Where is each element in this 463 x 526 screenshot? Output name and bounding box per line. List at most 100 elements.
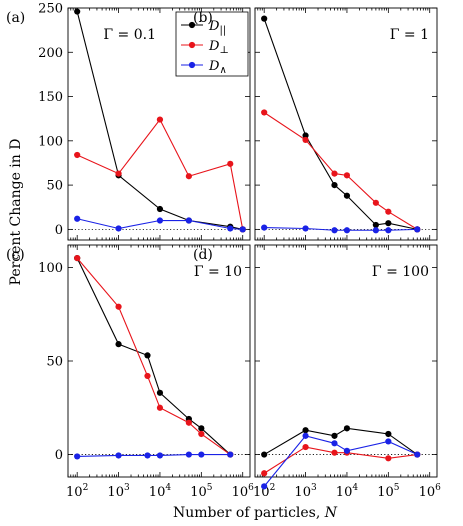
panels: 0 50 100 150 200 250 (a) Γ = 0.1 D|| D⊥ D∧ (b) Γ = 1… [6,2,441,501]
series-parallel [74,254,234,458]
data-point-wedge [227,225,234,232]
data-point-parallel [385,430,392,438]
panel-frame [67,7,251,241]
panel-d: 102 103 104 105 106(d)Γ = 100 [193,244,442,500]
series-wedge [74,451,234,460]
data-point-perp [156,404,164,411]
data-point-wedge [156,452,164,459]
data-point-parallel [156,389,164,396]
data-point-perp [115,303,122,310]
data-point-wedge [74,215,81,222]
data-point-wedge [185,217,192,224]
panel-b: (b) Γ = 1 [193,7,438,241]
data-point-perp [372,199,379,206]
data-point-perp [331,449,338,456]
legend-label: D|| [208,19,226,36]
data-point-wedge [239,226,246,233]
data-point-wedge [414,226,421,233]
data-point-parallel [343,425,351,432]
data-point-wedge [185,451,192,458]
legend-swatch-marker [188,21,196,29]
series-perp [261,109,421,233]
panel-letter: (c) [6,247,25,263]
data-point-wedge [302,225,309,232]
data-point-perp [302,136,309,144]
series-line-perp [263,446,418,474]
data-point-wedge [385,227,392,234]
y-tick-label: 200 [38,46,63,61]
data-point-parallel [331,432,338,439]
data-point-perp [385,455,392,462]
y-tick-label: 100 [38,261,63,276]
data-point-wedge [261,483,268,490]
data-point-parallel [198,425,205,432]
gamma-annotation: Γ = 100 [372,264,429,280]
y-tick-label: 150 [38,90,63,105]
x-tick-label: 105 [190,483,213,500]
series-perp [74,254,234,458]
data-point-wedge [343,447,351,454]
x-tick-label: 106 [232,483,255,500]
data-point-parallel [261,15,268,22]
data-point-wedge [372,227,379,234]
data-point-wedge [331,440,338,447]
legend: D|| D⊥ D∧ [175,11,249,77]
data-point-wedge [331,227,338,234]
data-point-parallel [331,181,338,189]
x-axis-title-symbol: N [324,505,338,521]
x-tick-label: 104 [149,483,172,500]
series-line-perp [76,118,244,230]
data-point-wedge [115,225,122,232]
data-point-parallel [144,352,151,359]
data-point-parallel [115,341,122,348]
data-point-parallel [372,221,379,229]
x-tick-label: 103 [294,483,317,500]
series-perp [74,116,246,233]
gamma-annotation: Γ = 0.1 [103,27,156,43]
panel-letter: (a) [6,10,25,26]
series-line-wedge [263,435,418,487]
data-point-perp [156,116,164,123]
y-tick-label: 250 [38,2,63,17]
data-point-wedge [302,432,309,439]
panel-letter: (d) [193,247,213,263]
data-point-wedge [343,227,351,234]
series-line-perp [263,112,418,230]
data-point-wedge [144,452,151,459]
data-point-perp [198,430,205,438]
gamma-annotation: Γ = 1 [390,27,429,43]
data-point-parallel [385,220,392,227]
y-tick-label: 0 [55,448,63,463]
data-point-perp [74,254,81,262]
x-tick-label: 102 [66,483,88,500]
data-point-perp [261,470,268,477]
series-line-parallel [263,427,418,456]
panel-frame [254,7,438,241]
data-point-parallel [302,427,309,434]
data-point-parallel [74,8,81,15]
data-point-perp [74,151,81,159]
x-tick-label: 106 [419,483,442,500]
series-wedge [74,215,246,233]
legend-label: D∧ [208,59,227,76]
data-point-wedge [261,224,268,231]
data-point-perp [385,208,392,215]
data-point-perp [331,170,338,177]
y-tick-label: 50 [46,179,63,194]
data-point-perp [144,372,151,380]
data-point-perp [185,419,192,426]
series-parallel [261,15,421,233]
data-point-perp [115,170,122,177]
legend-swatch-marker [188,41,196,49]
legend-swatch-marker [188,61,196,69]
x-tick-label: 105 [377,483,400,500]
series-line-perp [76,257,231,455]
data-point-wedge [74,453,81,460]
data-point-wedge [414,451,421,458]
series-line-parallel [263,18,418,230]
series-wedge [261,432,421,490]
data-point-perp [185,173,192,180]
data-point-wedge [227,451,234,458]
series-line-parallel [76,257,231,455]
data-point-wedge [115,452,122,459]
